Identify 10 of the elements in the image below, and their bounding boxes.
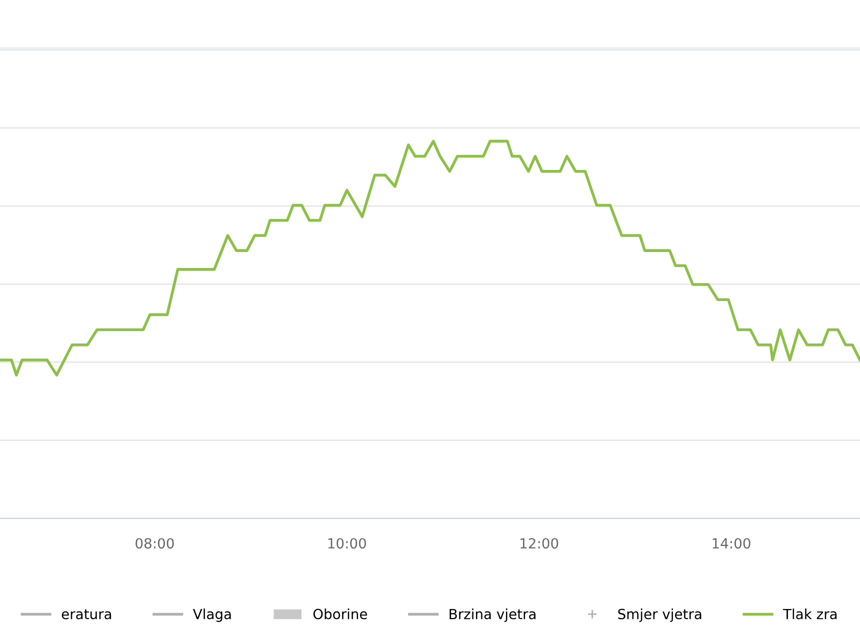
- x-tick-label: 14:00: [712, 538, 750, 549]
- x-tick-label: 10:00: [328, 538, 366, 549]
- legend-label: Vlaga: [192, 608, 231, 622]
- legend-label: Oborine: [313, 608, 368, 620]
- legend-label: eratura: [62, 609, 112, 620]
- legend-label: Smjer vjetra: [618, 608, 702, 622]
- x-tick-label: 08:00: [136, 538, 174, 549]
- x-tick-label: 12:00: [520, 538, 558, 549]
- legend-label: Tlak zra: [782, 608, 837, 620]
- legend-label: Brzina vjetra: [450, 608, 536, 622]
